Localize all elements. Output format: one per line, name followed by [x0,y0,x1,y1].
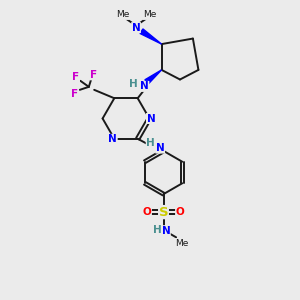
Text: H: H [129,79,138,89]
Text: H: H [146,138,155,148]
Text: Me: Me [143,11,156,20]
Text: N: N [146,113,155,124]
Text: N: N [140,81,149,92]
Text: Me: Me [116,11,129,20]
Text: H: H [152,225,161,235]
Text: N: N [132,22,140,33]
Text: S: S [159,206,168,219]
Text: N: N [108,134,117,144]
Text: N: N [156,143,165,153]
Text: Me: Me [175,239,188,248]
Text: F: F [71,89,78,99]
Text: F: F [72,72,80,82]
Text: N: N [161,226,170,236]
Text: O: O [142,207,152,217]
Text: O: O [176,207,184,217]
Polygon shape [145,70,162,84]
Text: F: F [90,70,98,80]
Polygon shape [140,29,162,44]
